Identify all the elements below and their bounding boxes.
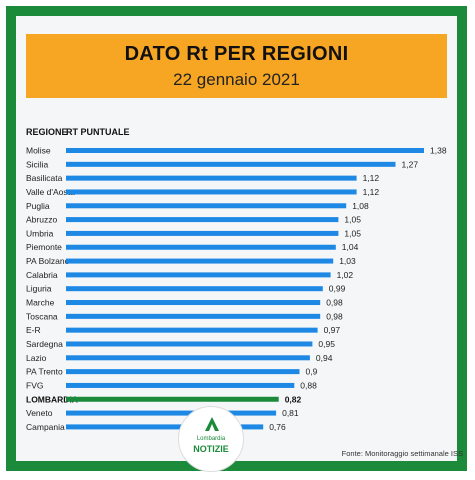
value-label: 0,81 — [282, 408, 299, 418]
region-label: E-R — [26, 325, 41, 335]
bar — [66, 355, 310, 361]
region-label: Campania — [26, 422, 65, 432]
region-label: Puglia — [26, 201, 50, 211]
source-note: Fonte: Monitoraggio settimanale ISS — [341, 449, 463, 458]
value-label: 1,04 — [342, 242, 359, 252]
bar — [66, 410, 277, 416]
bar — [66, 382, 295, 388]
region-label: Abruzzo — [26, 215, 57, 225]
region-label: Marche — [26, 298, 55, 308]
value-label: 0,98 — [326, 311, 343, 321]
value-label: 0,9 — [306, 367, 318, 377]
value-label: 0,97 — [324, 325, 341, 335]
value-label: 0,95 — [318, 339, 335, 349]
lombardia-notizie-logo: Lombardia NOTIZIE — [178, 406, 244, 472]
value-label: 1,12 — [363, 187, 380, 197]
value-label: 1,27 — [402, 159, 419, 169]
bar — [66, 244, 336, 250]
region-label: Piemonte — [26, 242, 62, 252]
region-label: Sardegna — [26, 339, 63, 349]
value-label: 0,98 — [326, 298, 343, 308]
bar — [66, 327, 318, 333]
lombardia-logo-icon — [205, 417, 219, 431]
region-label: Sicilia — [26, 159, 48, 169]
value-label: 0,88 — [300, 380, 317, 390]
region-label: LOMBARDIA — [26, 394, 78, 404]
bar — [66, 369, 300, 375]
bar — [66, 341, 313, 347]
value-label: 1,05 — [344, 215, 361, 225]
bar — [66, 272, 331, 278]
rt-column-header: RT PUNTUALE — [66, 127, 130, 137]
chart-date: 22 gennaio 2021 — [173, 70, 300, 89]
region-label: PA Trento — [26, 367, 63, 377]
bar — [66, 175, 357, 181]
bar — [66, 396, 279, 402]
value-label: 1,05 — [344, 228, 361, 238]
value-label: 1,08 — [352, 201, 369, 211]
region-label: Veneto — [26, 408, 53, 418]
value-label: 1,12 — [363, 173, 380, 183]
value-label: 1,38 — [430, 146, 447, 156]
region-label: Molise — [26, 146, 51, 156]
bar — [66, 286, 323, 292]
bar — [66, 424, 264, 430]
bar — [66, 300, 321, 306]
value-label: 0,76 — [269, 422, 286, 432]
bar — [66, 189, 357, 195]
region-label: Umbria — [26, 228, 54, 238]
region-column-header: REGIONE — [26, 127, 68, 137]
bar — [66, 203, 347, 209]
region-label: Lazio — [26, 353, 47, 363]
logo-text-bottom: NOTIZIE — [193, 444, 229, 454]
title-banner: DATO Rt PER REGIONI 22 gennaio 2021 — [26, 34, 447, 98]
value-label: 0,99 — [329, 284, 346, 294]
chart-title: DATO Rt PER REGIONI — [124, 43, 349, 65]
region-label: PA Bolzano — [26, 256, 70, 266]
region-label: Calabria — [26, 270, 58, 280]
value-label: 0,82 — [285, 394, 302, 404]
region-label: Valle d'Aosta — [26, 187, 75, 197]
bar — [66, 217, 339, 223]
region-label: Toscana — [26, 311, 58, 321]
value-label: 0,94 — [316, 353, 333, 363]
bar — [66, 313, 321, 319]
logo-text-top: Lombardia — [196, 436, 226, 442]
region-label: Basilicata — [26, 173, 63, 183]
bar — [66, 230, 339, 236]
bar — [66, 161, 396, 167]
value-label: 1,02 — [337, 270, 354, 280]
bar — [66, 148, 424, 153]
region-label: FVG — [26, 380, 43, 390]
bar — [66, 258, 334, 264]
region-label: Liguria — [26, 284, 52, 294]
value-label: 1,03 — [339, 256, 356, 266]
